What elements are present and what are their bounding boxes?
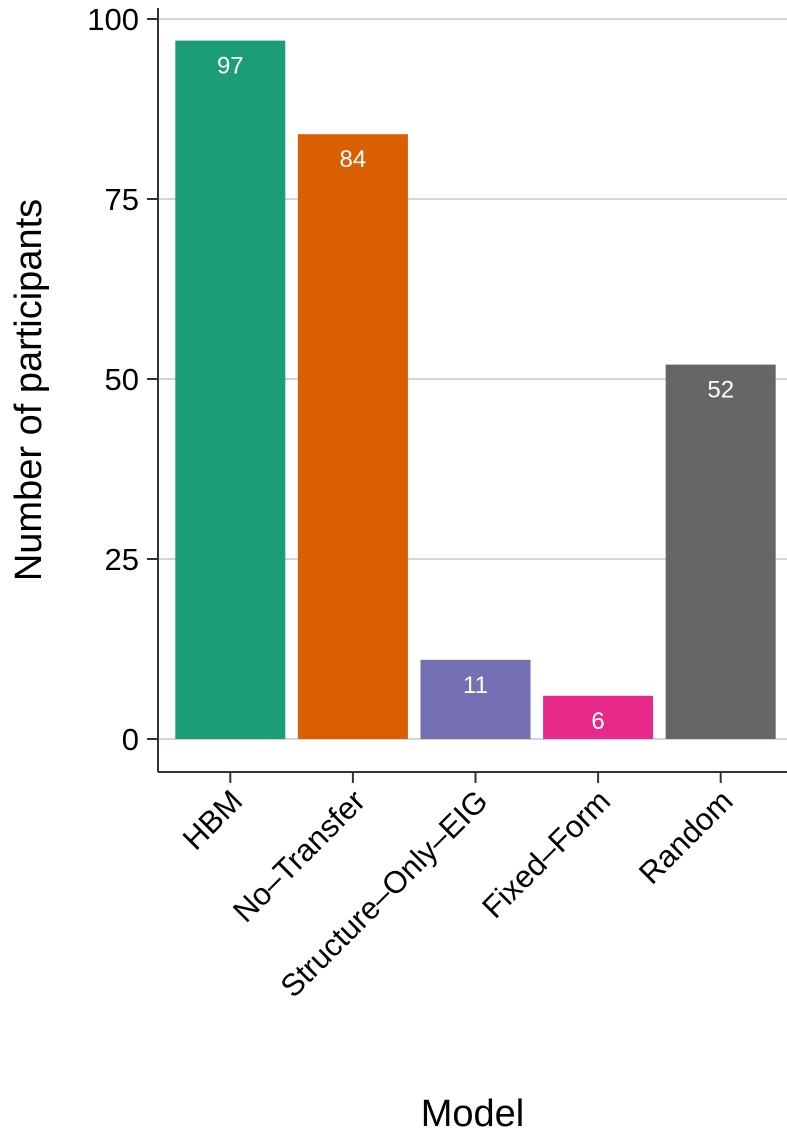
bar-3: [543, 695, 654, 739]
bar-4: [665, 364, 776, 739]
bars: [175, 40, 776, 740]
y-tick-label: 75: [105, 182, 139, 217]
y-axis-ticks: 0 25 50 75 100: [87, 2, 158, 757]
bar-2: [420, 659, 531, 739]
bar-value-label: 6: [591, 708, 604, 735]
bar-1: [297, 134, 408, 739]
axes: [157, 8, 787, 773]
x-axis-ticks: HBMNo–TransferStructure–Only–EIGFixed–Fo…: [176, 772, 740, 1004]
y-tick-label: 100: [87, 2, 139, 37]
bar-value-label: 97: [217, 53, 244, 80]
x-tick-label: HBM: [176, 783, 249, 856]
x-axis-title: Model: [421, 1093, 525, 1135]
x-tick-label: Fixed–Form: [475, 783, 617, 925]
y-tick-label: 0: [122, 722, 139, 757]
bar-0: [175, 40, 286, 740]
y-tick-label: 25: [105, 542, 139, 577]
x-tick-label: Structure–Only–EIG: [274, 783, 495, 1004]
bar-value-labels: 97 84 11 6 52: [217, 53, 734, 735]
x-tick-label: Random: [632, 783, 740, 891]
bar-value-label: 11: [463, 672, 488, 699]
y-axis-title: Number of participants: [8, 199, 50, 581]
y-tick-label: 50: [105, 362, 139, 397]
bar-value-label: 52: [707, 377, 734, 404]
bar-value-label: 84: [340, 146, 367, 173]
